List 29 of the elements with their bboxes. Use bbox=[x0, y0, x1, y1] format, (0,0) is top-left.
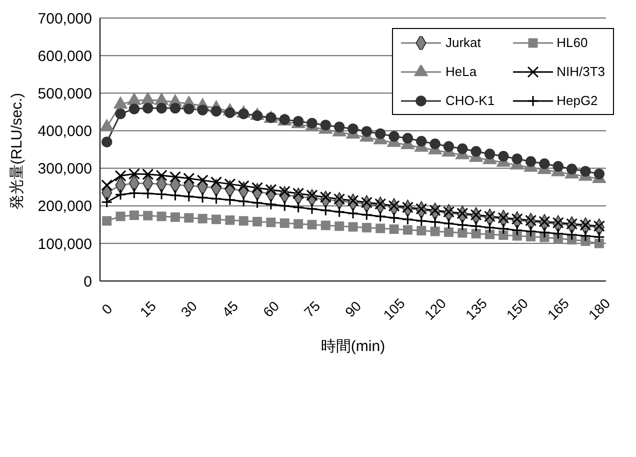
y-tick-label: 0 bbox=[84, 273, 92, 290]
y-tick-label: 700,000 bbox=[38, 10, 92, 28]
x-axis-title: 時間(min) bbox=[320, 338, 386, 355]
x-tick-label: 30 bbox=[178, 298, 200, 320]
x-tick-label: 0 bbox=[98, 300, 116, 318]
y-tick-label: 200,000 bbox=[38, 198, 92, 216]
x-tick-label: 90 bbox=[342, 298, 364, 320]
x-tick-label: 135 bbox=[462, 294, 490, 323]
legend-label: HeLa bbox=[445, 64, 477, 79]
x-tick-label: 165 bbox=[544, 294, 572, 323]
x-tick-label: 150 bbox=[503, 294, 532, 323]
y-tick-label: 600,000 bbox=[38, 48, 92, 65]
y-axis-title: 発光量(RLU/sec.) bbox=[8, 92, 26, 210]
x-tick-label: 105 bbox=[380, 294, 408, 323]
legend-label: CHO-K1 bbox=[445, 93, 495, 108]
x-tick-label: 180 bbox=[585, 294, 614, 323]
x-tick-label: 15 bbox=[136, 298, 160, 320]
legend-label: NIH/3T3 bbox=[556, 64, 605, 79]
y-tick-label: 400,000 bbox=[38, 123, 92, 140]
legend-label: Jurkat bbox=[445, 35, 481, 50]
y-tick-label: 500,000 bbox=[38, 85, 92, 102]
x-tick-label: 45 bbox=[218, 298, 242, 320]
x-tick-label: 120 bbox=[421, 294, 450, 323]
y-tick-label: 300,000 bbox=[38, 160, 92, 178]
y-tick-label: 100,000 bbox=[38, 236, 92, 253]
legend-label: HL60 bbox=[556, 35, 588, 50]
x-tick-label: 60 bbox=[260, 298, 282, 320]
legend-label: HepG2 bbox=[556, 93, 598, 108]
x-tick-label: 75 bbox=[300, 298, 324, 320]
